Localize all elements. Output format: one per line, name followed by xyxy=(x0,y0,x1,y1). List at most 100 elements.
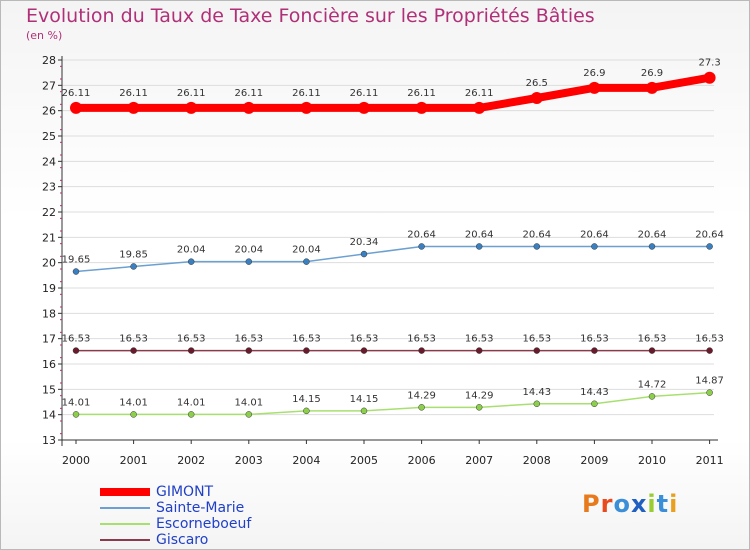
data-point xyxy=(648,243,656,250)
data-point xyxy=(418,243,425,250)
series-line-sainte-marie xyxy=(75,245,711,273)
logo-letter: r xyxy=(600,490,614,518)
logo-letter: t xyxy=(656,490,670,518)
data-point xyxy=(358,101,370,114)
data-point xyxy=(72,347,80,354)
x-tick-label: 2004 xyxy=(292,454,320,467)
logo-letter: i xyxy=(647,490,657,518)
data-point xyxy=(360,407,368,415)
data-label: 16.53 xyxy=(292,334,321,345)
data-label: 16.53 xyxy=(62,334,91,345)
data-label: 16.53 xyxy=(350,334,379,345)
data-label: 14.87 xyxy=(695,376,724,387)
data-point xyxy=(591,347,598,354)
chart-title: Evolution du Taux de Taxe Foncière sur l… xyxy=(26,5,595,27)
data-point xyxy=(130,411,137,418)
data-label: 14.72 xyxy=(638,379,667,390)
data-label: 16.53 xyxy=(234,334,263,345)
data-point xyxy=(187,411,195,418)
data-point xyxy=(591,400,598,408)
y-tick-label: 21 xyxy=(42,231,56,244)
x-tick-label: 2006 xyxy=(408,454,436,467)
data-label: 26.11 xyxy=(62,88,91,99)
y-tick-label: 27 xyxy=(42,79,56,92)
y-tick-label: 15 xyxy=(42,383,56,396)
data-label: 16.53 xyxy=(177,334,206,345)
data-label: 14.01 xyxy=(234,397,263,408)
data-point xyxy=(300,101,313,114)
logo-letter: i xyxy=(669,490,679,518)
data-label: 20.64 xyxy=(695,229,724,240)
legend-item: Giscaro xyxy=(100,532,251,548)
x-tick-label: 2002 xyxy=(177,454,205,467)
data-label: 20.64 xyxy=(580,229,609,240)
data-point xyxy=(127,101,140,114)
data-label: 26.11 xyxy=(177,88,206,99)
legend-item: Sainte-Marie xyxy=(100,500,251,516)
data-label: 14.29 xyxy=(465,390,494,401)
data-point xyxy=(533,400,541,408)
data-point xyxy=(706,243,713,250)
legend-label: GIMONT xyxy=(156,484,214,500)
data-point xyxy=(533,243,541,250)
data-label: 26.11 xyxy=(292,88,321,99)
data-point xyxy=(418,404,425,411)
chart-legend: GIMONT Sainte-Marie Escorneboeuf Giscaro xyxy=(100,484,251,548)
logo-letter: x xyxy=(630,490,648,518)
data-point xyxy=(648,393,656,400)
data-label: 20.64 xyxy=(638,229,667,240)
y-tick-label: 20 xyxy=(42,257,56,270)
proxiti-logo: Proxiti xyxy=(582,490,678,518)
legend-swatch xyxy=(100,523,150,525)
data-label: 14.29 xyxy=(407,390,436,401)
y-tick-label: 23 xyxy=(42,181,56,194)
data-label: 16.53 xyxy=(407,334,436,345)
legend-swatch xyxy=(100,488,150,496)
data-label: 16.53 xyxy=(695,334,724,345)
y-tick-label: 22 xyxy=(42,206,56,219)
y-tick-label: 26 xyxy=(42,105,56,118)
legend-swatch xyxy=(100,539,150,541)
data-label: 14.01 xyxy=(62,397,91,408)
data-point xyxy=(245,347,253,354)
legend-label: Escorneboeuf xyxy=(156,516,252,532)
data-point xyxy=(646,81,658,94)
data-label: 14.01 xyxy=(119,397,148,408)
data-point xyxy=(187,258,195,265)
x-tick-label: 2005 xyxy=(350,454,378,467)
data-point xyxy=(533,347,541,354)
data-point xyxy=(418,347,425,354)
data-point xyxy=(245,258,253,265)
legend-item: Escorneboeuf xyxy=(100,516,251,532)
data-label: 26.11 xyxy=(234,88,263,99)
data-label: 16.53 xyxy=(580,334,609,345)
x-tick-label: 2000 xyxy=(62,454,90,467)
legend-item: GIMONT xyxy=(100,484,251,500)
y-tick-label: 14 xyxy=(42,409,56,422)
data-label: 20.04 xyxy=(177,245,206,256)
x-tick-label: 2003 xyxy=(235,454,263,467)
data-point xyxy=(70,101,82,114)
data-label: 20.64 xyxy=(465,229,494,240)
data-label: 26.11 xyxy=(465,88,494,99)
data-label: 20.34 xyxy=(350,237,379,248)
y-axis-unit: (en %) xyxy=(26,29,63,42)
data-point xyxy=(360,250,368,258)
data-label: 16.53 xyxy=(522,334,551,345)
data-point xyxy=(588,81,601,94)
series-line-gimont xyxy=(72,73,714,112)
data-label: 26.5 xyxy=(526,78,548,89)
data-point xyxy=(130,263,137,270)
legend-swatch xyxy=(100,507,150,509)
data-label: 20.04 xyxy=(234,245,263,256)
data-label: 26.9 xyxy=(641,68,663,79)
y-tick-label: 19 xyxy=(42,282,56,295)
data-point xyxy=(415,101,428,114)
data-label: 27.3 xyxy=(698,58,720,69)
data-point xyxy=(475,404,483,411)
series-line-escorneboeuf xyxy=(75,391,711,416)
y-tick-label: 16 xyxy=(42,358,56,371)
data-point xyxy=(130,347,137,354)
data-label: 14.15 xyxy=(350,394,379,405)
data-point xyxy=(245,411,253,418)
